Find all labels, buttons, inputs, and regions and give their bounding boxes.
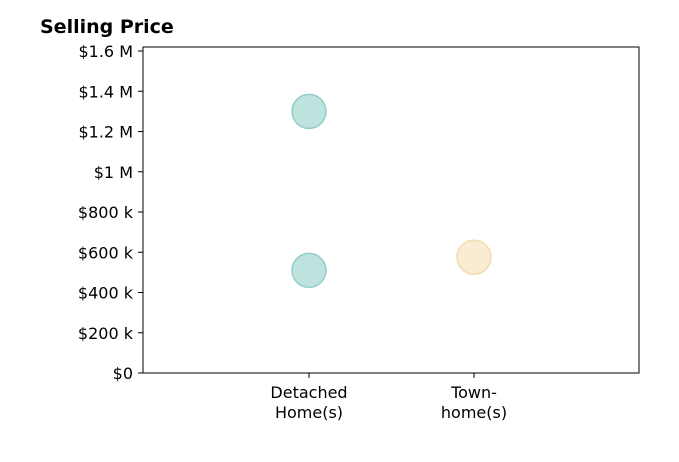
x-tick-label: Home(s) <box>275 403 343 422</box>
data-point <box>291 252 327 289</box>
y-tick-label: $600 k <box>78 243 134 262</box>
x-tick-label: Town- <box>450 383 497 402</box>
x-tick-label: home(s) <box>441 403 507 422</box>
y-tick-label: $400 k <box>78 284 134 303</box>
y-tick-label: $1.4 M <box>78 82 133 101</box>
y-axis: $0 $200 k $400 k $600 k $800 k $1 M $1.2 M $1.4… <box>78 42 143 383</box>
x-tick-label: Detached <box>270 383 347 402</box>
y-tick-label: $1 M <box>94 163 133 182</box>
plot-frame <box>142 46 640 374</box>
chart-title: Selling Price <box>40 16 174 38</box>
data-point <box>291 93 327 130</box>
y-tick-label: $0 <box>113 364 133 383</box>
y-tick-label: $800 k <box>78 203 134 222</box>
y-tick-label: $1.2 M <box>78 123 133 142</box>
data-points <box>291 93 492 289</box>
y-tick-label: $1.6 M <box>78 42 133 61</box>
data-point <box>456 239 492 276</box>
y-tick-label: $200 k <box>78 324 134 343</box>
